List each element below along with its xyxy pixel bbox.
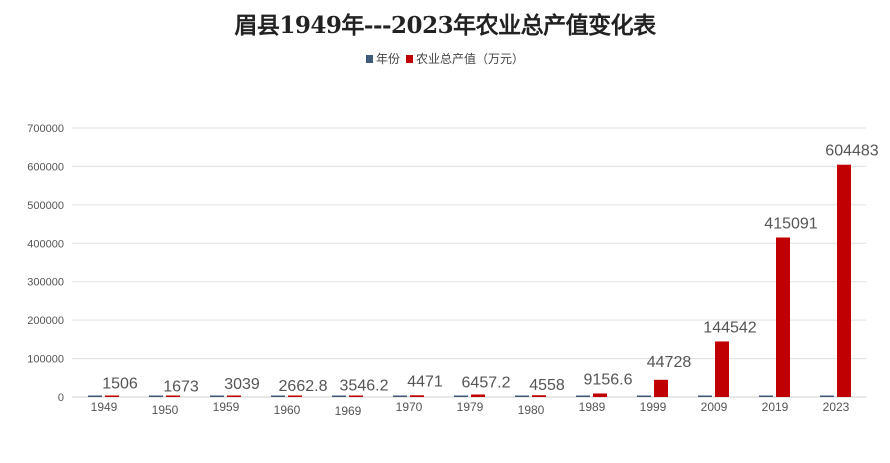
y-tick-label: 0: [58, 392, 64, 404]
y-tick-label: 400000: [27, 238, 64, 250]
data-label: 2662.8: [279, 378, 328, 395]
legend-item-output: 农业总产值（万元）: [406, 50, 524, 67]
legend-label-output: 农业总产值（万元）: [416, 52, 525, 66]
bar-year: [393, 395, 407, 397]
bar-year: [759, 395, 773, 397]
data-label: 3546.2: [340, 378, 389, 395]
bar-output: [471, 394, 485, 397]
x-tick-label: 1970: [396, 400, 423, 414]
data-label: 144542: [703, 319, 756, 336]
y-tick-label: 600000: [27, 161, 64, 173]
bar-year: [210, 395, 224, 397]
bar-year: [637, 395, 651, 397]
bar-output: [105, 395, 119, 397]
x-tick-label: 1969: [335, 404, 362, 418]
bar-year: [820, 395, 834, 397]
x-tick-label: 1989: [579, 400, 606, 414]
bar-year: [88, 395, 102, 397]
data-label: 3039: [224, 376, 260, 393]
bar-year: [332, 395, 346, 397]
bar-year: [454, 395, 468, 397]
y-tick-label: 700000: [27, 123, 64, 135]
bar-output: [349, 395, 363, 397]
y-tick-label: 500000: [27, 200, 64, 212]
bar-year: [149, 395, 163, 397]
bar-output: [715, 341, 729, 397]
data-label: 604483: [825, 143, 878, 160]
legend-swatch-output: [406, 54, 413, 63]
bar-output: [593, 393, 607, 397]
bar-output: [227, 395, 241, 397]
data-label: 1506: [102, 375, 138, 392]
data-label: 6457.2: [462, 375, 511, 392]
legend: 年份 农业总产值（万元）: [0, 50, 890, 67]
legend-swatch-year: [365, 54, 373, 63]
chart-title: 眉县1949年---2023年农业总产值变化表: [234, 12, 656, 39]
bar-output: [776, 237, 790, 397]
bar-output: [166, 395, 180, 397]
bar-output: [654, 379, 668, 397]
y-tick-label: 200000: [27, 315, 64, 327]
x-tick-label: 2009: [701, 400, 728, 414]
data-label: 9156.6: [584, 371, 633, 388]
legend-item-year: 年份: [365, 50, 400, 67]
bar-output: [288, 395, 302, 397]
x-tick-label: 2023: [823, 400, 850, 414]
bar-output: [410, 395, 424, 397]
x-tick-label: 1949: [91, 400, 118, 414]
x-tick-label: 1979: [457, 400, 484, 414]
data-label: 415091: [764, 215, 817, 232]
bar-output: [532, 395, 546, 397]
bar-year: [698, 395, 712, 397]
x-tick-label: 1999: [640, 400, 667, 414]
bar-output: [837, 164, 851, 397]
x-tick-label: 1959: [213, 400, 240, 414]
data-label: 4558: [529, 377, 565, 394]
bar-year: [576, 395, 590, 397]
bar-year: [271, 395, 285, 397]
data-label: 4471: [407, 373, 443, 390]
x-tick-label: 1960: [274, 403, 301, 417]
data-label: 1673: [163, 378, 199, 395]
x-tick-label: 1950: [152, 403, 179, 417]
x-tick-label: 1980: [518, 403, 545, 417]
y-tick-label: 100000: [27, 354, 64, 366]
x-tick-label: 2019: [762, 400, 789, 414]
legend-label-year: 年份: [375, 52, 400, 66]
y-tick-label: 300000: [27, 277, 64, 289]
data-label: 44728: [647, 354, 692, 371]
bar-year: [515, 395, 529, 397]
